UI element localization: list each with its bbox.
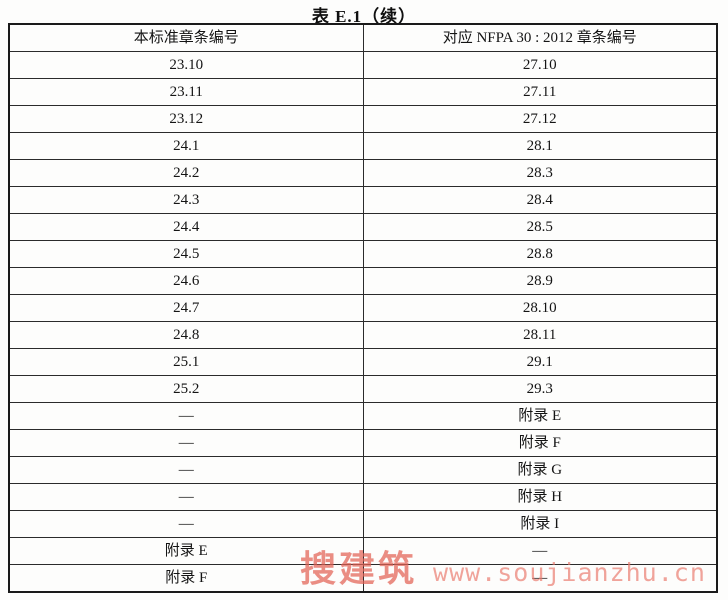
cell-nfpa-clause: 附录 H [362, 483, 718, 511]
table-row: — 附录 G [8, 456, 718, 484]
table-header-row: 本标准章条编号 对应 NFPA 30 : 2012 章条编号 [8, 23, 718, 52]
table-row: 24.7 28.10 [8, 294, 718, 322]
table-row: 24.1 28.1 [8, 132, 718, 160]
cell-standard-clause: — [8, 402, 364, 430]
table-row: 附录 F — [8, 564, 718, 593]
cell-nfpa-clause: 附录 F [362, 429, 718, 457]
cell-nfpa-clause: 28.8 [362, 240, 718, 268]
cell-nfpa-clause: 附录 E [362, 402, 718, 430]
cell-standard-clause: 24.6 [8, 267, 364, 295]
cell-standard-clause: 24.1 [8, 132, 364, 160]
table-row: 23.10 27.10 [8, 51, 718, 79]
cell-standard-clause: 24.4 [8, 213, 364, 241]
cell-nfpa-clause: — [362, 564, 718, 593]
table-row: 23.11 27.11 [8, 78, 718, 106]
table-row: 24.6 28.9 [8, 267, 718, 295]
cell-standard-clause: 25.1 [8, 348, 364, 376]
clause-reference-table: 本标准章条编号 对应 NFPA 30 : 2012 章条编号 23.10 27.… [8, 23, 718, 593]
cell-nfpa-clause: 28.10 [362, 294, 718, 322]
cell-nfpa-clause: 27.11 [362, 78, 718, 106]
page-title: 表 E.1（续） [311, 7, 417, 26]
cell-standard-clause: — [8, 510, 364, 538]
table-row: 附录 E — [8, 537, 718, 565]
cell-standard-clause: 附录 F [8, 564, 364, 593]
cell-standard-clause: — [8, 456, 364, 484]
table-body: 23.10 27.10 23.11 27.11 23.12 27.12 24.1… [8, 51, 718, 593]
cell-standard-clause: — [8, 429, 364, 457]
cell-standard-clause: 24.3 [8, 186, 364, 214]
cell-nfpa-clause: 28.4 [362, 186, 718, 214]
cell-nfpa-clause: 29.3 [362, 375, 718, 403]
cell-nfpa-clause: 附录 G [362, 456, 718, 484]
header-cell-nfpa-clause: 对应 NFPA 30 : 2012 章条编号 [362, 23, 718, 52]
table-row: — 附录 E [8, 402, 718, 430]
cell-nfpa-clause: 29.1 [362, 348, 718, 376]
cell-nfpa-clause: 28.9 [362, 267, 718, 295]
table-row: 25.2 29.3 [8, 375, 718, 403]
cell-standard-clause: 24.8 [8, 321, 364, 349]
cell-nfpa-clause: — [362, 537, 718, 565]
cell-standard-clause: 23.12 [8, 105, 364, 133]
cell-nfpa-clause: 27.12 [362, 105, 718, 133]
table-row: 24.4 28.5 [8, 213, 718, 241]
table-row: 24.5 28.8 [8, 240, 718, 268]
cell-nfpa-clause: 28.3 [362, 159, 718, 187]
cell-standard-clause: 25.2 [8, 375, 364, 403]
cell-standard-clause: 23.10 [8, 51, 364, 79]
table-row: 24.3 28.4 [8, 186, 718, 214]
cell-nfpa-clause: 28.1 [362, 132, 718, 160]
table-row: 24.2 28.3 [8, 159, 718, 187]
cell-standard-clause: 24.5 [8, 240, 364, 268]
cell-standard-clause: — [8, 483, 364, 511]
cell-nfpa-clause: 28.5 [362, 213, 718, 241]
cell-nfpa-clause: 27.10 [362, 51, 718, 79]
table-row: — 附录 F [8, 429, 718, 457]
cell-standard-clause: 24.2 [8, 159, 364, 187]
cell-nfpa-clause: 28.11 [362, 321, 718, 349]
table-row: — 附录 H [8, 483, 718, 511]
table-row: 25.1 29.1 [8, 348, 718, 376]
header-cell-standard-clause: 本标准章条编号 [8, 23, 364, 52]
cell-standard-clause: 23.11 [8, 78, 364, 106]
cell-nfpa-clause: 附录 I [362, 510, 718, 538]
cell-standard-clause: 附录 E [8, 537, 364, 565]
table-row: 23.12 27.12 [8, 105, 718, 133]
table-row: 24.8 28.11 [8, 321, 718, 349]
cell-standard-clause: 24.7 [8, 294, 364, 322]
table-row: — 附录 I [8, 510, 718, 538]
